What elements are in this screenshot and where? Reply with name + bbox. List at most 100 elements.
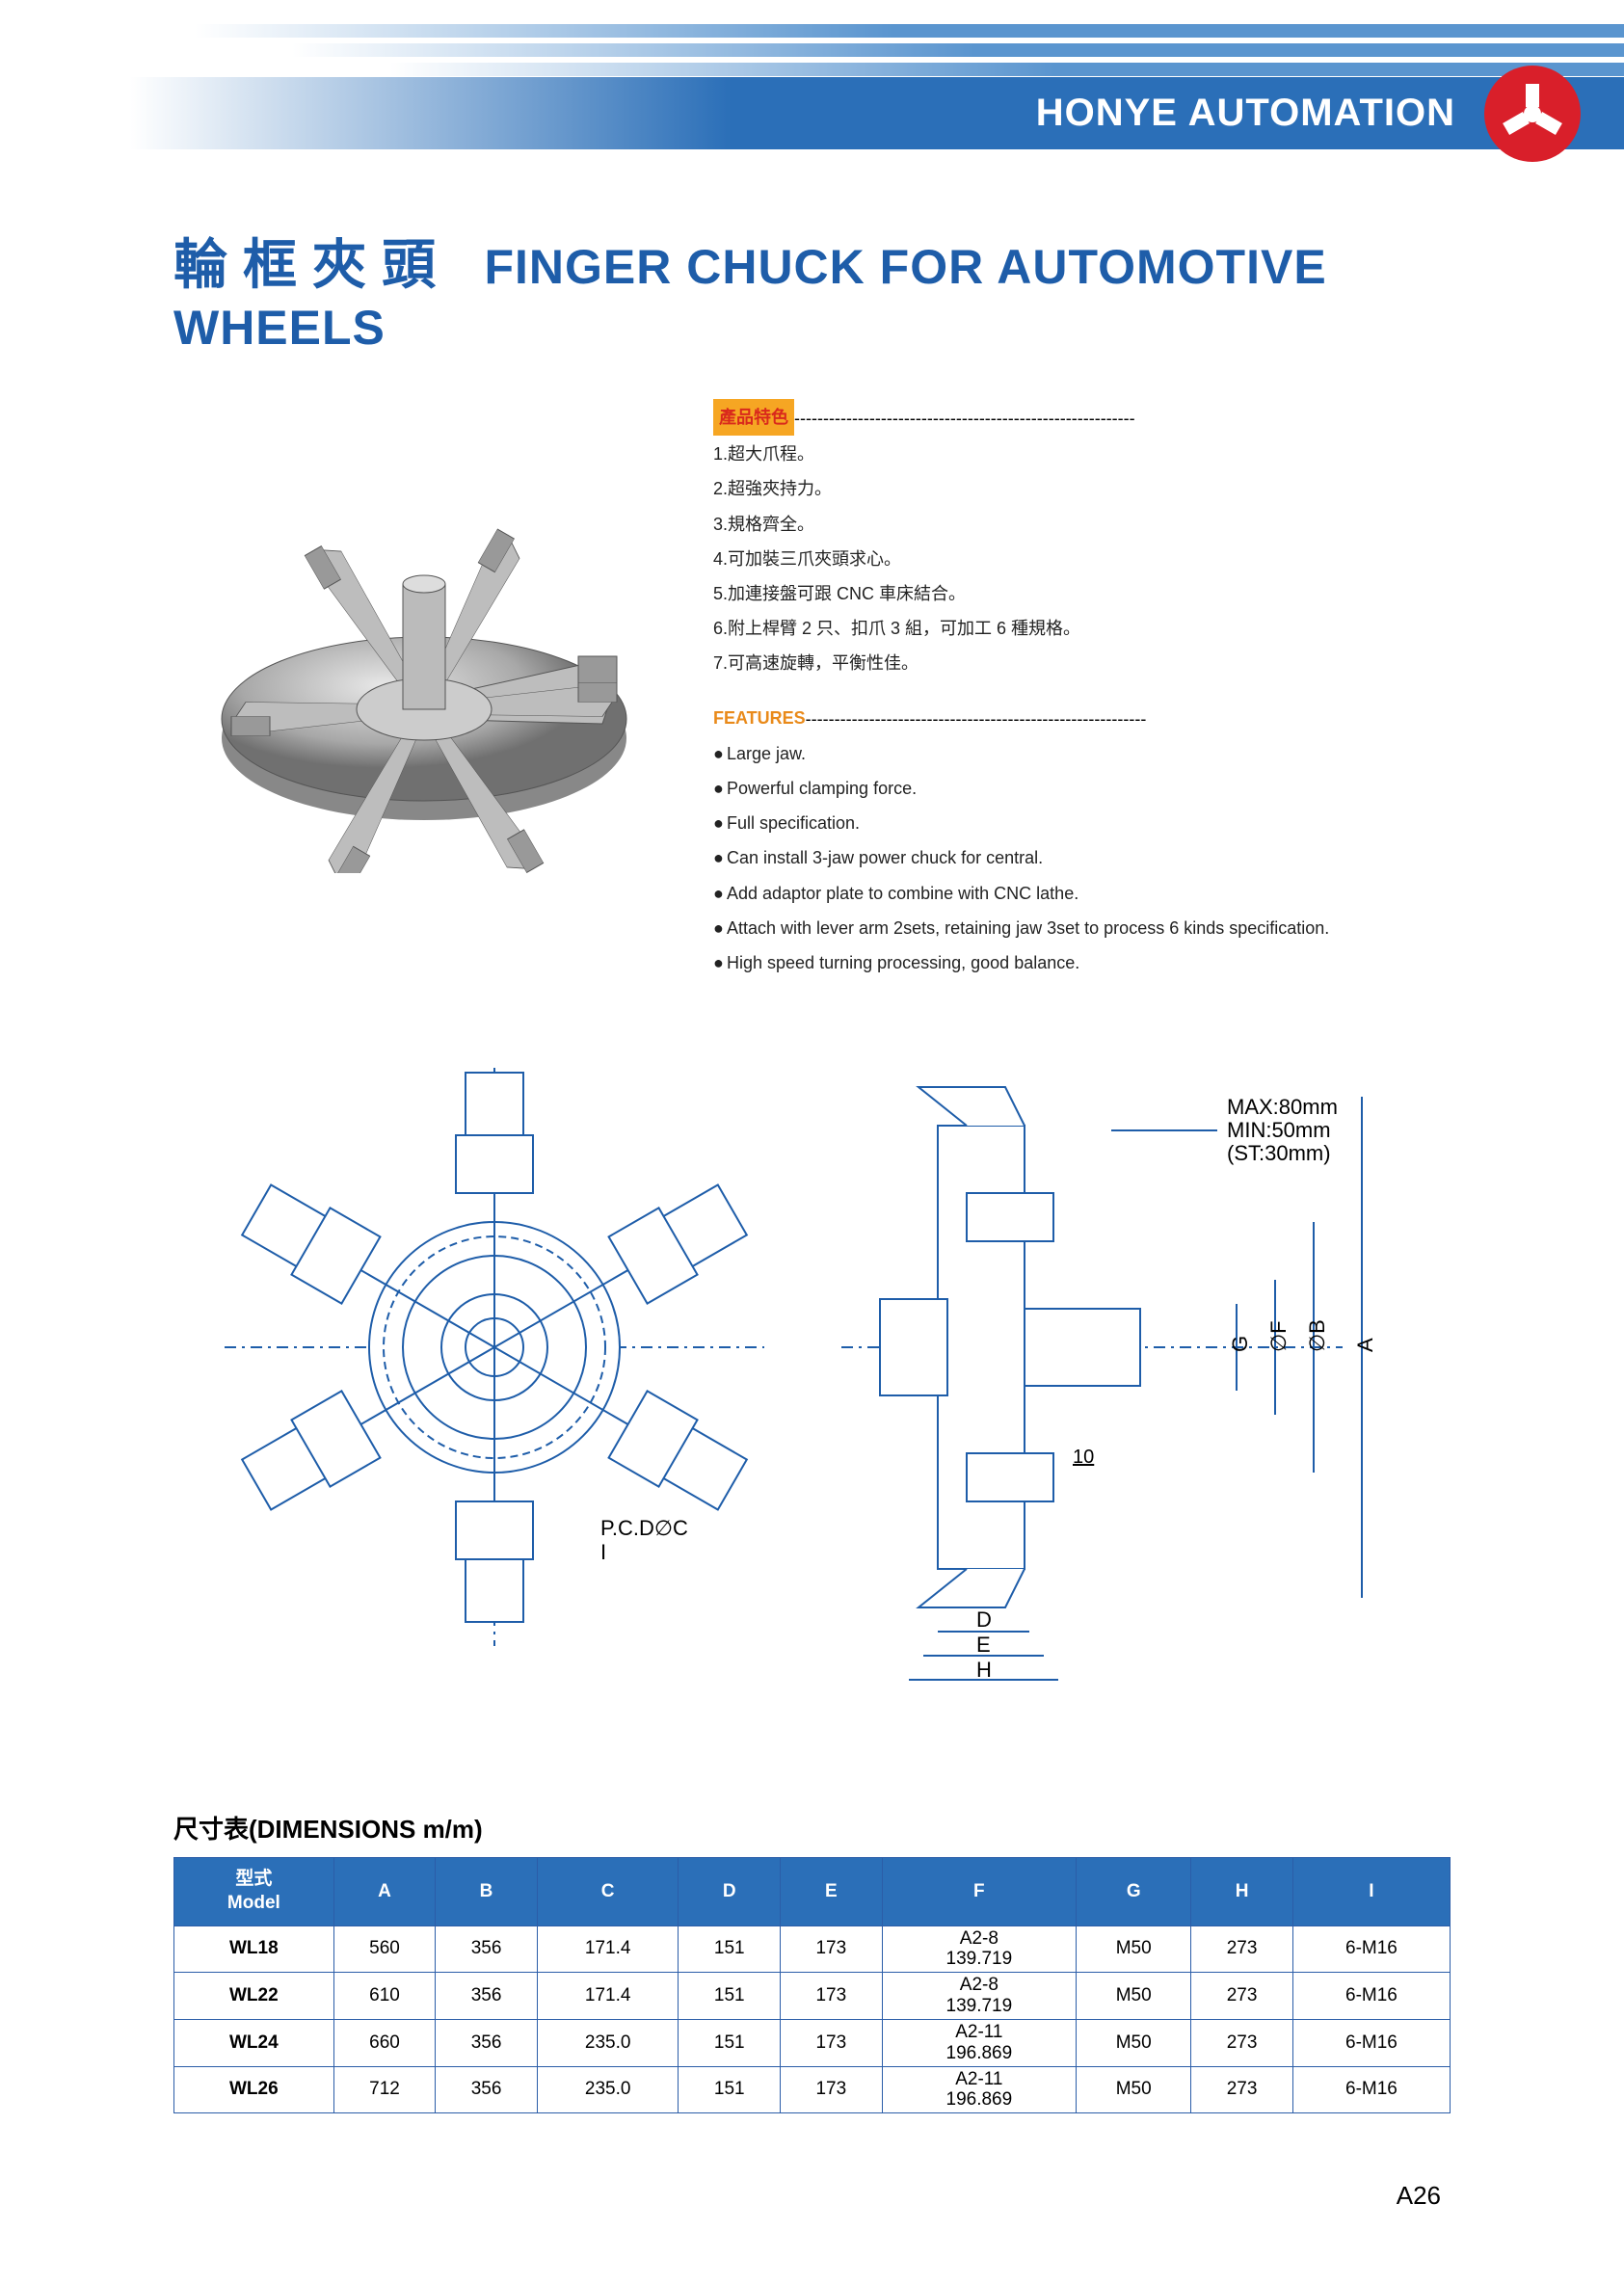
value-cell: 356 [436,2066,538,2113]
features-cn-list: 1.超大爪程。2.超強夾持力。3.規格齊全。4.可加裝三爪夾頭求心。5.加連接盤… [713,438,1451,679]
feature-cn-item: 7.可高速旋轉，平衡性佳。 [713,647,1451,679]
col-header: F [882,1858,1076,1925]
value-cell: M50 [1077,2066,1191,2113]
value-cell: 273 [1191,2019,1293,2066]
feature-cn-item: 6.附上桿臂 2 只、扣爪 3 組，可加工 6 種規格。 [713,612,1451,645]
header-stripes [0,24,1624,77]
model-cell: WL18 [174,1925,334,1973]
value-cell: 173 [781,1925,883,1973]
dim-10: 10 [1073,1447,1094,1468]
value-cell: 6-M16 [1292,1973,1450,2020]
features-en-heading-row: FEATURES--------------------------------… [713,702,1451,735]
col-header: C [537,1858,679,1925]
features-en-heading: FEATURES [713,702,806,734]
col-header: D [679,1858,781,1925]
value-cell: 151 [679,2066,781,2113]
col-header-model: 型式Model [174,1858,334,1925]
value-cell: 356 [436,1973,538,2020]
product-photo-column [173,399,675,981]
value-cell: 173 [781,1973,883,2020]
dim-a: A [1353,1338,1377,1352]
table-row: WL22610356171.4151173A2-8139.719M502736-… [174,1973,1451,2020]
table-row: WL18560356171.4151173A2-8139.719M502736-… [174,1925,1451,1973]
side-view-diagram: MAX:80mm MIN:50mm (ST:30mm) A ∅B ∅F G D … [822,1039,1439,1694]
value-cell: 273 [1191,1973,1293,2020]
header-band: HONYE AUTOMATION [0,0,1624,164]
col-header: A [333,1858,436,1925]
value-cell: 560 [333,1925,436,1973]
value-cell: A2-11196.869 [882,2066,1076,2113]
pcd-sub: I [600,1540,606,1564]
feature-cn-item: 2.超強夾持力。 [713,472,1451,505]
value-cell: 6-M16 [1292,2066,1450,2113]
value-cell: A2-8139.719 [882,1925,1076,1973]
company-logo [1484,66,1581,162]
value-cell: 6-M16 [1292,2019,1450,2066]
front-view-diagram: P.C.D∅C I [186,1039,803,1694]
value-cell: 610 [333,1973,436,2020]
title-chinese: 輪框夾頭 [173,234,451,295]
feature-cn-item: 4.可加裝三爪夾頭求心。 [713,543,1451,575]
value-cell: 6-M16 [1292,1925,1450,1973]
value-cell: A2-11196.869 [882,2019,1076,2066]
stripe [0,43,1624,57]
value-cell: 151 [679,1925,781,1973]
feature-en-item: ●Attach with lever arm 2sets, retaining … [713,912,1451,944]
feature-en-item: ●Can install 3-jaw power chuck for centr… [713,841,1451,874]
features-cn-heading: 產品特色 [713,399,794,436]
technical-diagrams: P.C.D∅C I [173,1039,1451,1694]
feature-en-item: ●High speed turning processing, good bal… [713,946,1451,979]
value-cell: 173 [781,2066,883,2113]
dimensions-title: 尺寸表(DIMENSIONS m/m) [173,1810,1451,1846]
header-main: HONYE AUTOMATION [0,77,1624,149]
value-cell: 235.0 [537,2019,679,2066]
value-cell: 151 [679,2019,781,2066]
model-cell: WL24 [174,2019,334,2066]
feature-en-item: ●Add adaptor plate to combine with CNC l… [713,877,1451,910]
dim-g: G [1228,1336,1252,1352]
company-name: HONYE AUTOMATION [1036,92,1455,135]
stroke-min: MIN:50mm [1227,1118,1331,1142]
dim-b: ∅B [1305,1319,1329,1352]
dim-d: D [976,1607,992,1632]
value-cell: 356 [436,2019,538,2066]
feature-en-item: ●Large jaw. [713,737,1451,770]
value-cell: 660 [333,2019,436,2066]
dash-line: ----------------------------------------… [806,703,1147,735]
value-cell: 273 [1191,2066,1293,2113]
stripe [0,63,1624,76]
features-column: 產品特色------------------------------------… [713,399,1451,981]
stroke-st: (ST:30mm) [1227,1141,1331,1165]
value-cell: M50 [1077,2019,1191,2066]
value-cell: 151 [679,1973,781,2020]
page-title-row: 輪框夾頭 FINGER CHUCK FOR AUTOMOTIVE WHEELS [173,222,1451,356]
col-header: B [436,1858,538,1925]
stripe [0,24,1624,38]
dim-h: H [976,1658,992,1682]
dash-line: ----------------------------------------… [794,402,1135,435]
col-header: H [1191,1858,1293,1925]
feature-cn-item: 1.超大爪程。 [713,438,1451,470]
features-en-list: ●Large jaw.●Powerful clamping force.●Ful… [713,737,1451,979]
col-header: E [781,1858,883,1925]
value-cell: 712 [333,2066,436,2113]
dim-e: E [976,1633,991,1657]
table-row: WL26712356235.0151173A2-11196.869M502736… [174,2066,1451,2113]
col-header: I [1292,1858,1450,1925]
value-cell: 171.4 [537,1925,679,1973]
value-cell: A2-8139.719 [882,1973,1076,2020]
feature-cn-item: 3.規格齊全。 [713,508,1451,541]
dim-f: ∅F [1266,1321,1291,1353]
value-cell: 171.4 [537,1973,679,2020]
value-cell: 273 [1191,1925,1293,1973]
product-photo [183,507,665,873]
col-header: G [1077,1858,1191,1925]
stroke-max: MAX:80mm [1227,1095,1338,1119]
value-cell: 356 [436,1925,538,1973]
feature-cn-item: 5.加連接盤可跟 CNC 車床結合。 [713,577,1451,610]
model-cell: WL22 [174,1973,334,2020]
value-cell: 235.0 [537,2066,679,2113]
value-cell: 173 [781,2019,883,2066]
feature-en-item: ●Full specification. [713,807,1451,839]
dimensions-table: 型式ModelABCDEFGHI WL18560356171.4151173A2… [173,1857,1451,2113]
